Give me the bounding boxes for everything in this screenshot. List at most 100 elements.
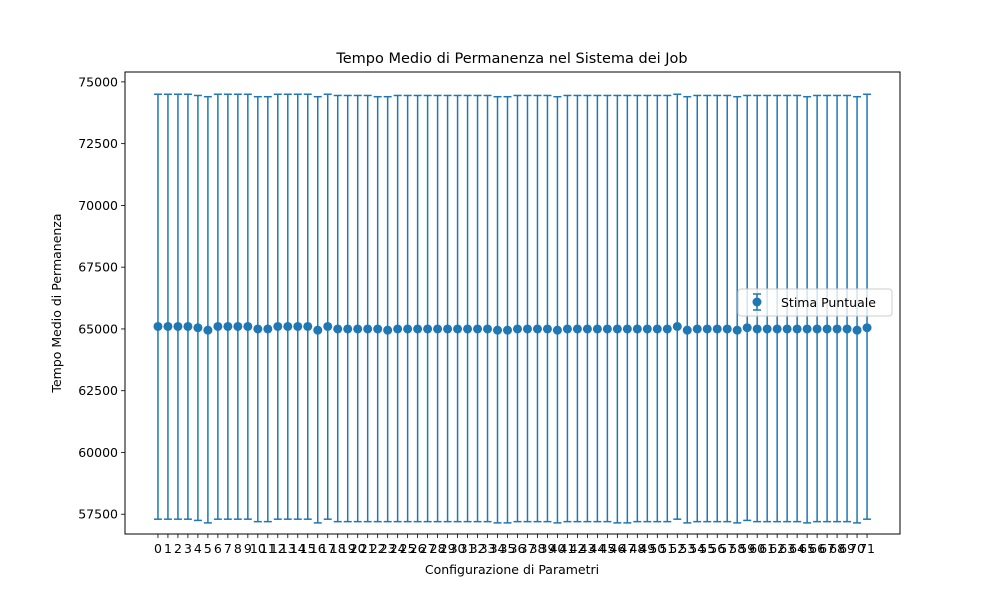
- legend-box: [737, 288, 893, 317]
- x-tick-label: 4: [194, 541, 202, 556]
- x-tick-label: 37: [520, 541, 536, 556]
- data-point: [333, 324, 343, 334]
- x-tick-label: 41: [559, 541, 575, 556]
- data-point: [862, 323, 872, 333]
- x-tick-label: 20: [350, 541, 366, 556]
- data-point: [393, 324, 403, 334]
- data-point: [233, 321, 243, 331]
- y-tick-label: 62500: [78, 383, 118, 398]
- data-point: [762, 324, 772, 334]
- data-point: [652, 324, 662, 334]
- data-point: [772, 324, 782, 334]
- data-point: [433, 324, 443, 334]
- data-point: [153, 321, 163, 331]
- data-point: [163, 321, 173, 331]
- data-point: [223, 321, 233, 331]
- x-tick-label: 31: [460, 541, 476, 556]
- data-point: [622, 324, 632, 334]
- data-point: [263, 324, 273, 334]
- data-point: [383, 325, 393, 335]
- data-point: [453, 324, 463, 334]
- x-tick-label: 21: [360, 541, 376, 556]
- data-point: [373, 324, 383, 334]
- data-point: [702, 324, 712, 334]
- x-tick-label: 23: [380, 541, 396, 556]
- x-tick-label: 17: [320, 541, 336, 556]
- x-tick-label: 13: [280, 541, 296, 556]
- x-tick-label: 27: [420, 541, 436, 556]
- x-tick-label: 43: [579, 541, 595, 556]
- x-tick-label: 25: [400, 541, 416, 556]
- data-point: [822, 324, 832, 334]
- x-tick-label: 7: [224, 541, 232, 556]
- y-axis-ticks: 57500 60000 62500 65000 67500 70000 72500 75000: [78, 74, 125, 522]
- data-point: [293, 321, 303, 331]
- data-point: [173, 321, 183, 331]
- data-point: [792, 324, 802, 334]
- x-tick-label: 30: [450, 541, 466, 556]
- x-tick-label: 63: [779, 541, 795, 556]
- data-point: [423, 324, 433, 334]
- y-tick-label: 72500: [78, 136, 118, 151]
- x-tick-label: 3: [184, 541, 192, 556]
- x-axis-ticks: 0 1 2 3 4 5 6 7 8 9101112131415161718192021222324…: [154, 534, 875, 556]
- y-tick-label: 57500: [78, 507, 118, 522]
- data-point: [662, 324, 672, 334]
- x-tick-label: 26: [410, 541, 426, 556]
- x-tick-label: 52: [669, 541, 685, 556]
- x-tick-label: 40: [549, 541, 565, 556]
- data-point: [812, 324, 822, 334]
- x-tick-label: 59: [739, 541, 755, 556]
- x-tick-label: 64: [789, 541, 805, 556]
- x-tick-label: 56: [709, 541, 725, 556]
- data-point: [552, 325, 562, 335]
- data-point: [722, 324, 732, 334]
- x-tick-label: 53: [679, 541, 695, 556]
- x-tick-label: 66: [809, 541, 825, 556]
- data-point: [413, 324, 423, 334]
- legend: Stima Puntuale: [737, 288, 893, 317]
- x-tick-label: 19: [340, 541, 356, 556]
- x-tick-label: 62: [769, 541, 785, 556]
- x-tick-label: 22: [370, 541, 386, 556]
- x-tick-label: 8: [234, 541, 242, 556]
- x-tick-label: 15: [300, 541, 316, 556]
- x-tick-label: 48: [629, 541, 645, 556]
- data-point: [682, 325, 692, 335]
- data-point: [752, 324, 762, 334]
- data-point: [473, 324, 483, 334]
- x-tick-label: 67: [819, 541, 835, 556]
- legend-marker: [752, 297, 762, 307]
- x-tick-label: 34: [490, 541, 506, 556]
- x-tick-label: 39: [540, 541, 556, 556]
- x-tick-label: 42: [569, 541, 585, 556]
- y-tick-label: 67500: [78, 260, 118, 275]
- x-tick-label: 12: [270, 541, 286, 556]
- data-point: [782, 324, 792, 334]
- x-tick-label: 49: [639, 541, 655, 556]
- data-points: [153, 321, 872, 335]
- data-point: [512, 324, 522, 334]
- x-tick-label: 45: [599, 541, 615, 556]
- x-tick-label: 18: [330, 541, 346, 556]
- data-point: [852, 325, 862, 335]
- data-point: [273, 321, 283, 331]
- data-point: [343, 324, 353, 334]
- x-tick-label: 6: [214, 541, 222, 556]
- x-tick-label: 69: [839, 541, 855, 556]
- data-point: [253, 324, 263, 334]
- data-point: [363, 324, 373, 334]
- x-tick-label: 54: [689, 541, 705, 556]
- x-tick-label: 71: [859, 541, 875, 556]
- x-tick-label: 70: [849, 541, 865, 556]
- x-tick-label: 2: [174, 541, 182, 556]
- data-point: [832, 324, 842, 334]
- x-tick-label: 58: [729, 541, 745, 556]
- data-point: [183, 321, 193, 331]
- data-point: [463, 324, 473, 334]
- x-tick-label: 38: [530, 541, 546, 556]
- data-point: [443, 324, 453, 334]
- x-axis-label: Configurazione di Parametri: [425, 562, 599, 577]
- x-tick-label: 61: [759, 541, 775, 556]
- data-point: [213, 321, 223, 331]
